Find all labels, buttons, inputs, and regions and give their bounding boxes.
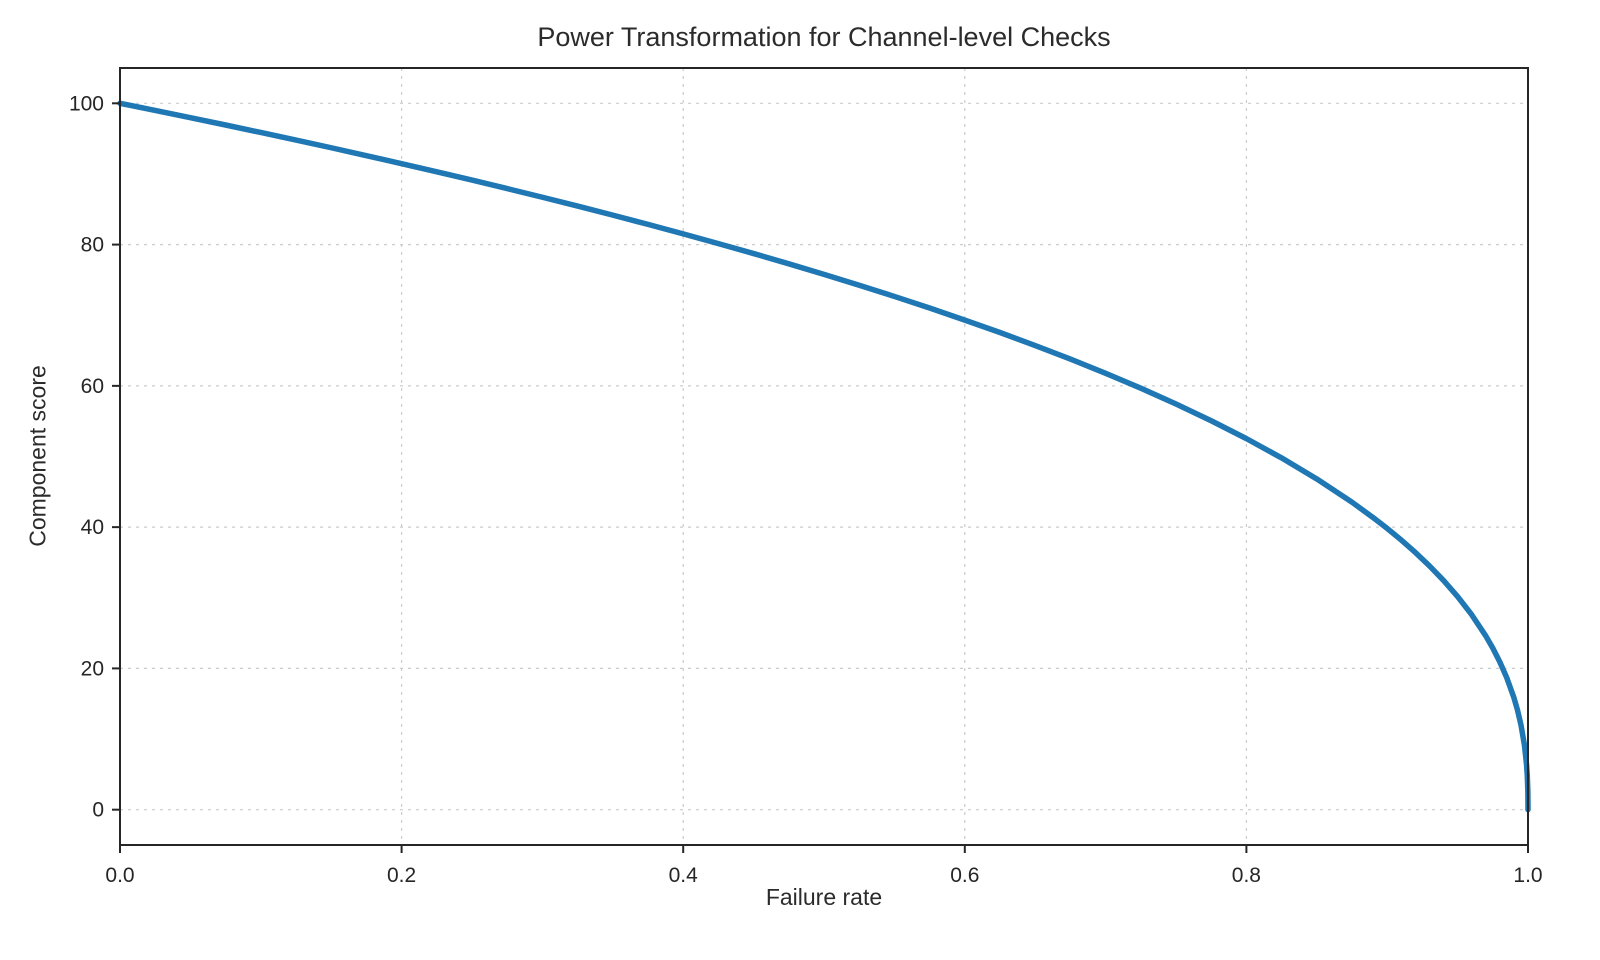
x-tick-labels: 0.0 0.2 0.4 0.6 0.8 1.0 bbox=[105, 864, 1542, 887]
chart-title: Power Transformation for Channel-level C… bbox=[537, 22, 1111, 52]
y-axis-label: Component score bbox=[24, 365, 51, 547]
plot-spines bbox=[119, 67, 1529, 846]
x-tick-label: 0.0 bbox=[105, 864, 134, 887]
x-tick-label: 0.8 bbox=[1232, 864, 1261, 887]
x-tick-label: 1.0 bbox=[1513, 864, 1542, 887]
x-tick-label: 0.6 bbox=[950, 864, 979, 887]
x-tick-label: 0.2 bbox=[387, 864, 416, 887]
component-score-curve bbox=[117, 100, 1531, 813]
y-tick-label: 100 bbox=[69, 92, 104, 115]
y-tick-labels: 0 20 40 60 80 100 bbox=[69, 92, 104, 821]
x-axis-label: Failure rate bbox=[765, 884, 883, 910]
y-tick-label: 40 bbox=[81, 516, 104, 539]
x-tick-label: 0.4 bbox=[669, 864, 699, 887]
y-tick-label: 20 bbox=[81, 657, 104, 680]
y-tick-label: 80 bbox=[81, 234, 104, 257]
axis-ticks bbox=[112, 102, 1529, 853]
y-tick-label: 60 bbox=[81, 375, 104, 398]
y-tick-label: 0 bbox=[92, 799, 104, 822]
grid-lines bbox=[119, 68, 1529, 845]
data-curve bbox=[117, 100, 1531, 813]
